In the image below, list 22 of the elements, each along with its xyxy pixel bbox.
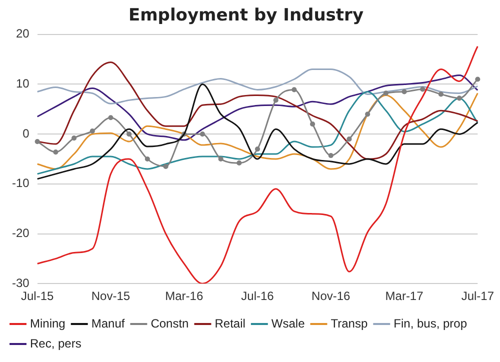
x-tick-label: Jul-16 — [241, 289, 274, 304]
legend-label: Rec, pers — [30, 336, 82, 350]
x-tick-label: Mar-16 — [165, 289, 204, 304]
legend-label: Transp — [330, 316, 368, 330]
x-tick-label: Mar-17 — [385, 289, 424, 304]
legend-label: Wsale — [271, 316, 306, 330]
chart-title: Employment by Industry — [128, 6, 364, 26]
legend-label: Manuf — [91, 316, 126, 330]
y-tick-label: -10 — [12, 176, 30, 190]
y-tick-label: 10 — [16, 76, 30, 91]
legend-label: Fin, bus, prop — [394, 316, 468, 330]
legend-label: Constn — [150, 316, 189, 330]
x-tick-label: Nov-15 — [91, 289, 130, 304]
x-tick-label: Jul-15 — [21, 289, 54, 304]
legend-label: Retail — [214, 316, 246, 330]
x-tick-label: Jul-17 — [461, 289, 494, 304]
y-tick-label: -30 — [12, 276, 30, 290]
legend-label: Mining — [30, 316, 66, 330]
y-tick-label: 0 — [22, 126, 30, 140]
y-tick-label: 20 — [16, 26, 30, 41]
y-tick-label: -20 — [12, 226, 30, 240]
x-tick-label: Nov-16 — [312, 289, 351, 304]
